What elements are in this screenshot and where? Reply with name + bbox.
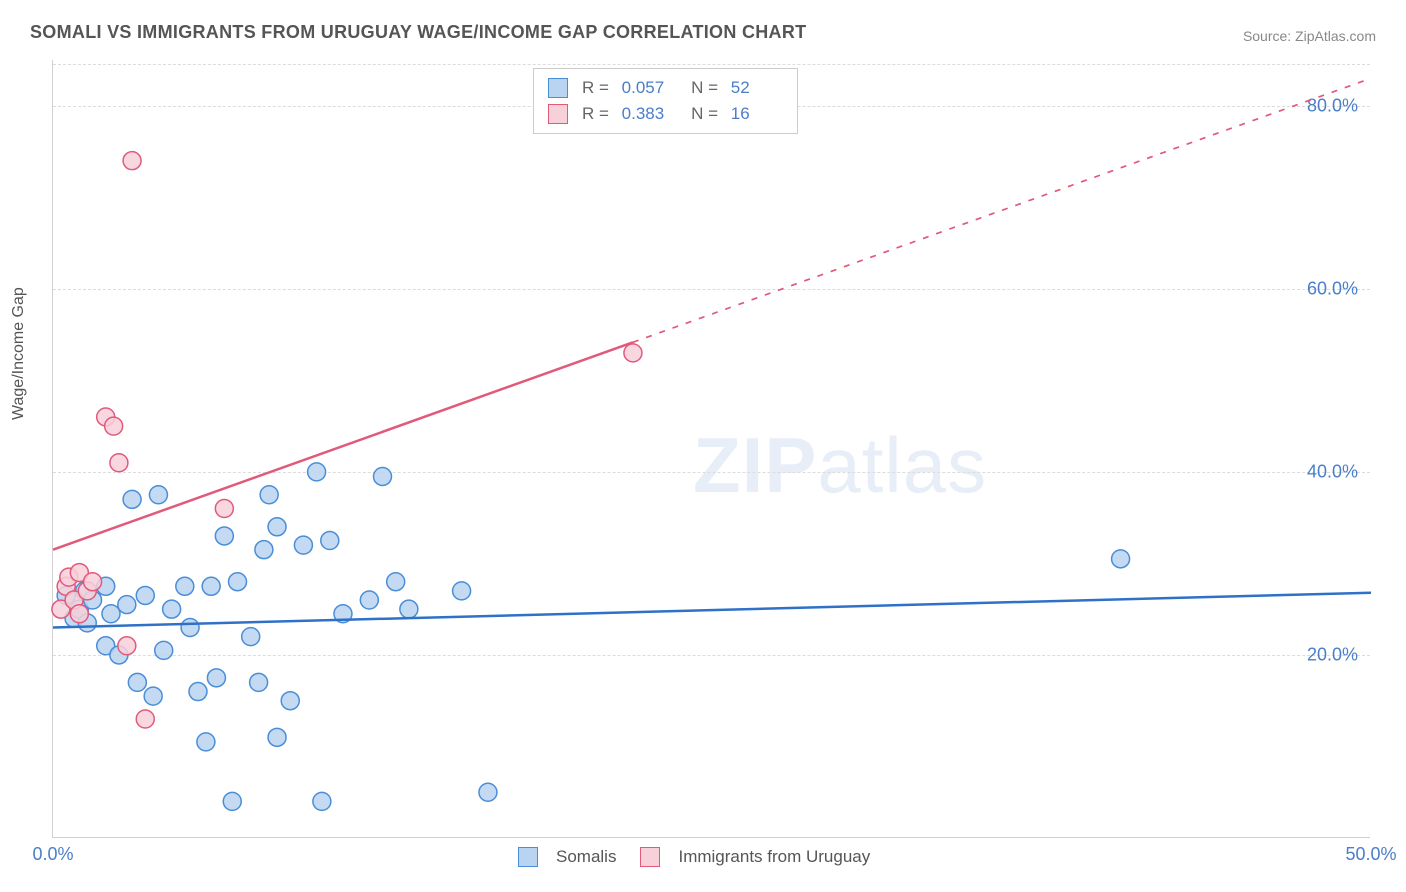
- x-tick-label: 50.0%: [1345, 844, 1396, 865]
- scatter-point: [202, 577, 220, 595]
- scatter-point: [229, 573, 247, 591]
- scatter-point: [136, 710, 154, 728]
- plot-area: ZIPatlas 20.0%40.0%60.0%80.0% 0.0%50.0% …: [52, 60, 1370, 838]
- scatter-point: [197, 733, 215, 751]
- legend-row-somalis: R = 0.057 N = 52: [548, 75, 783, 101]
- legend-n-val-uruguay: 16: [731, 101, 783, 127]
- scatter-point: [624, 344, 642, 362]
- scatter-point: [215, 527, 233, 545]
- scatter-point: [181, 618, 199, 636]
- scatter-point: [176, 577, 194, 595]
- scatter-point: [479, 783, 497, 801]
- scatter-point: [313, 792, 331, 810]
- scatter-point: [163, 600, 181, 618]
- legend-swatch-blue: [548, 78, 568, 98]
- scatter-point: [84, 573, 102, 591]
- legend-bottom-swatch-pink: [640, 847, 660, 867]
- scatter-point: [242, 628, 260, 646]
- y-axis-label: Wage/Income Gap: [10, 287, 28, 420]
- legend-row-uruguay: R = 0.383 N = 16: [548, 101, 783, 127]
- legend-item-uruguay: Immigrants from Uruguay: [640, 847, 870, 867]
- scatter-point: [128, 673, 146, 691]
- scatter-point: [123, 490, 141, 508]
- scatter-point: [294, 536, 312, 554]
- scatter-point: [400, 600, 418, 618]
- plot-svg: [53, 60, 1370, 837]
- scatter-point: [255, 541, 273, 559]
- x-tick-label: 0.0%: [32, 844, 73, 865]
- scatter-point: [207, 669, 225, 687]
- scatter-point: [223, 792, 241, 810]
- legend-correlation: R = 0.057 N = 52 R = 0.383 N = 16: [533, 68, 798, 134]
- legend-r-val-uruguay: 0.383: [622, 101, 674, 127]
- legend-label-uruguay: Immigrants from Uruguay: [678, 847, 870, 867]
- scatter-point: [118, 637, 136, 655]
- legend-series: Somalis Immigrants from Uruguay: [518, 847, 870, 867]
- scatter-point: [360, 591, 378, 609]
- scatter-point: [1112, 550, 1130, 568]
- scatter-point: [453, 582, 471, 600]
- legend-r-val-somalis: 0.057: [622, 75, 674, 101]
- legend-r-label-2: R =: [582, 101, 609, 127]
- scatter-point: [189, 683, 207, 701]
- legend-item-somalis: Somalis: [518, 847, 616, 867]
- legend-bottom-swatch-blue: [518, 847, 538, 867]
- scatter-point: [70, 605, 88, 623]
- scatter-point: [105, 417, 123, 435]
- trend-line-solid: [53, 342, 633, 549]
- chart-source: Source: ZipAtlas.com: [1243, 28, 1376, 44]
- scatter-point: [281, 692, 299, 710]
- scatter-point: [250, 673, 268, 691]
- scatter-point: [268, 518, 286, 536]
- scatter-point: [268, 728, 286, 746]
- legend-label-somalis: Somalis: [556, 847, 616, 867]
- scatter-point: [387, 573, 405, 591]
- chart-container: SOMALI VS IMMIGRANTS FROM URUGUAY WAGE/I…: [0, 0, 1406, 892]
- scatter-point: [155, 641, 173, 659]
- legend-n-label: N =: [691, 75, 718, 101]
- scatter-point: [321, 532, 339, 550]
- chart-title: SOMALI VS IMMIGRANTS FROM URUGUAY WAGE/I…: [30, 22, 806, 43]
- legend-swatch-pink: [548, 104, 568, 124]
- scatter-point: [136, 586, 154, 604]
- legend-n-val-somalis: 52: [731, 75, 783, 101]
- scatter-point: [118, 596, 136, 614]
- scatter-point: [144, 687, 162, 705]
- scatter-point: [308, 463, 326, 481]
- scatter-point: [110, 454, 128, 472]
- scatter-point: [260, 486, 278, 504]
- legend-n-label-2: N =: [691, 101, 718, 127]
- scatter-point: [102, 605, 120, 623]
- scatter-point: [215, 499, 233, 517]
- scatter-point: [149, 486, 167, 504]
- trend-line-solid: [53, 593, 1371, 628]
- legend-r-label: R =: [582, 75, 609, 101]
- scatter-point: [374, 467, 392, 485]
- scatter-point: [123, 152, 141, 170]
